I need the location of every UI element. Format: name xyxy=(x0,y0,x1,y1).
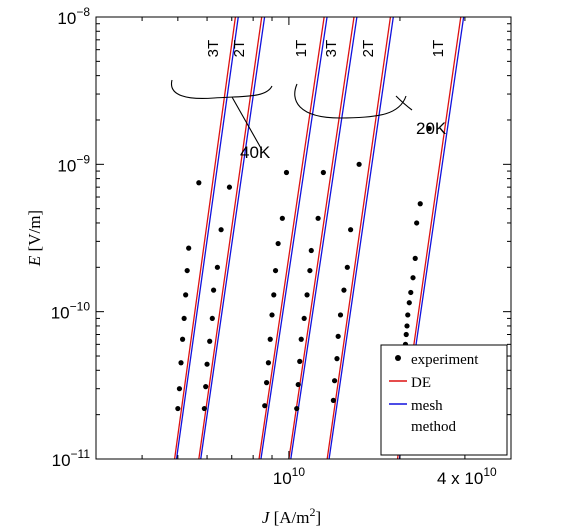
experiment-point xyxy=(426,125,432,132)
chart-labels: J [A/m2] E [V/m] 3T 2T 1T 3T 2T 1T 40K 20K xyxy=(25,40,447,527)
experiment-point xyxy=(207,338,213,344)
experiment-point xyxy=(210,287,217,293)
experiment-point xyxy=(203,384,209,390)
experiment-point xyxy=(209,315,215,322)
experiment-point xyxy=(315,215,321,221)
experiment-point xyxy=(204,361,210,367)
experiment-point xyxy=(406,300,412,306)
mesh-line xyxy=(175,17,239,459)
experiment-point xyxy=(267,336,273,342)
experiment-point xyxy=(344,264,350,270)
experiment-point xyxy=(337,312,344,318)
y-tick-label: 10−10 xyxy=(51,300,91,323)
group-label: 20K xyxy=(416,119,447,138)
experiment-point xyxy=(262,403,268,409)
x-tick-label: 4 x 1010 xyxy=(437,465,497,488)
experiment-point xyxy=(307,267,313,274)
field-label: 3T xyxy=(205,40,222,58)
mesh-line xyxy=(290,17,358,459)
y-tick-label: 10−9 xyxy=(57,152,90,175)
field-label: 2T xyxy=(231,40,248,58)
de-line xyxy=(288,17,355,459)
x-tick-label: 1010 xyxy=(273,465,306,488)
experiment-point xyxy=(335,333,341,339)
y-tick-label: 10−8 xyxy=(57,5,90,28)
field-label: 1T xyxy=(293,40,310,58)
plot-area xyxy=(173,17,465,459)
experiment-point xyxy=(179,336,186,342)
experiment-point xyxy=(308,247,314,254)
mesh-line xyxy=(328,17,394,459)
experiment-point xyxy=(304,292,310,298)
plot-frame xyxy=(95,16,512,460)
de-line xyxy=(173,17,237,459)
mesh-line xyxy=(260,17,328,459)
experiment-point xyxy=(334,356,340,362)
experiment-point xyxy=(331,378,338,384)
experiment-point xyxy=(263,380,270,386)
legend-label: DE xyxy=(411,375,431,391)
experiment-point xyxy=(294,405,300,412)
legend-box xyxy=(380,344,508,456)
experiment-point xyxy=(279,215,285,221)
experiment-point xyxy=(408,289,414,296)
experiment-point xyxy=(178,360,184,366)
experiment-point xyxy=(214,264,220,270)
group-bracket xyxy=(294,83,413,119)
experiment-point xyxy=(330,397,336,403)
experiment-point xyxy=(405,312,411,318)
experiment-point xyxy=(348,227,354,233)
experiment-point xyxy=(412,255,418,261)
y-tick-label: 10−11 xyxy=(52,447,91,470)
de-line xyxy=(258,17,325,459)
x-axis-label: J [A/m2] xyxy=(262,505,321,527)
mesh-line xyxy=(200,17,266,459)
group-bracket xyxy=(171,79,273,151)
experiment-point xyxy=(417,201,423,207)
experiment-point xyxy=(295,381,301,388)
experiment-point xyxy=(271,292,277,298)
experiment-point xyxy=(404,323,410,329)
legend-label-line2: method xyxy=(411,419,456,435)
experiment-point xyxy=(176,386,183,392)
experiment-point xyxy=(183,292,189,298)
experiment-point xyxy=(196,180,202,186)
experiment-point xyxy=(184,267,190,274)
experiment-point xyxy=(181,315,187,322)
experiment-point xyxy=(320,169,326,176)
de-line xyxy=(198,17,263,459)
experiment-point xyxy=(410,275,416,281)
experiment-point xyxy=(283,169,290,176)
group-label: 40K xyxy=(240,143,271,162)
experiment-point xyxy=(269,312,275,318)
field-label: 1T xyxy=(430,40,447,58)
experiment-point xyxy=(275,240,281,247)
legend: experiment DE mesh method xyxy=(380,344,508,456)
legend-label: mesh xyxy=(411,398,443,414)
de-line xyxy=(326,17,392,459)
experiment-point xyxy=(297,358,303,364)
experiment-point xyxy=(175,405,181,412)
legend-label: experiment xyxy=(411,352,479,368)
experiment-point xyxy=(341,287,347,293)
field-label: 2T xyxy=(360,40,377,58)
experiment-point xyxy=(356,161,362,167)
experiment-point xyxy=(186,245,192,251)
y-axis-label: E [V/m] xyxy=(25,210,44,267)
experiment-point xyxy=(414,220,420,226)
experiment-point xyxy=(301,315,307,322)
experiment-point xyxy=(298,336,304,342)
experiment-point xyxy=(265,360,272,366)
experiment-point xyxy=(272,267,279,274)
experiment-point xyxy=(226,184,233,190)
experiment-point xyxy=(218,227,224,233)
field-label: 3T xyxy=(323,40,340,58)
experiment-point xyxy=(201,405,207,412)
experiment-point xyxy=(403,331,409,338)
legend-marker-experiment xyxy=(395,355,401,361)
axes: 10−8 10−9 10−10 10−11 1010 4 x 1010 xyxy=(51,5,512,488)
